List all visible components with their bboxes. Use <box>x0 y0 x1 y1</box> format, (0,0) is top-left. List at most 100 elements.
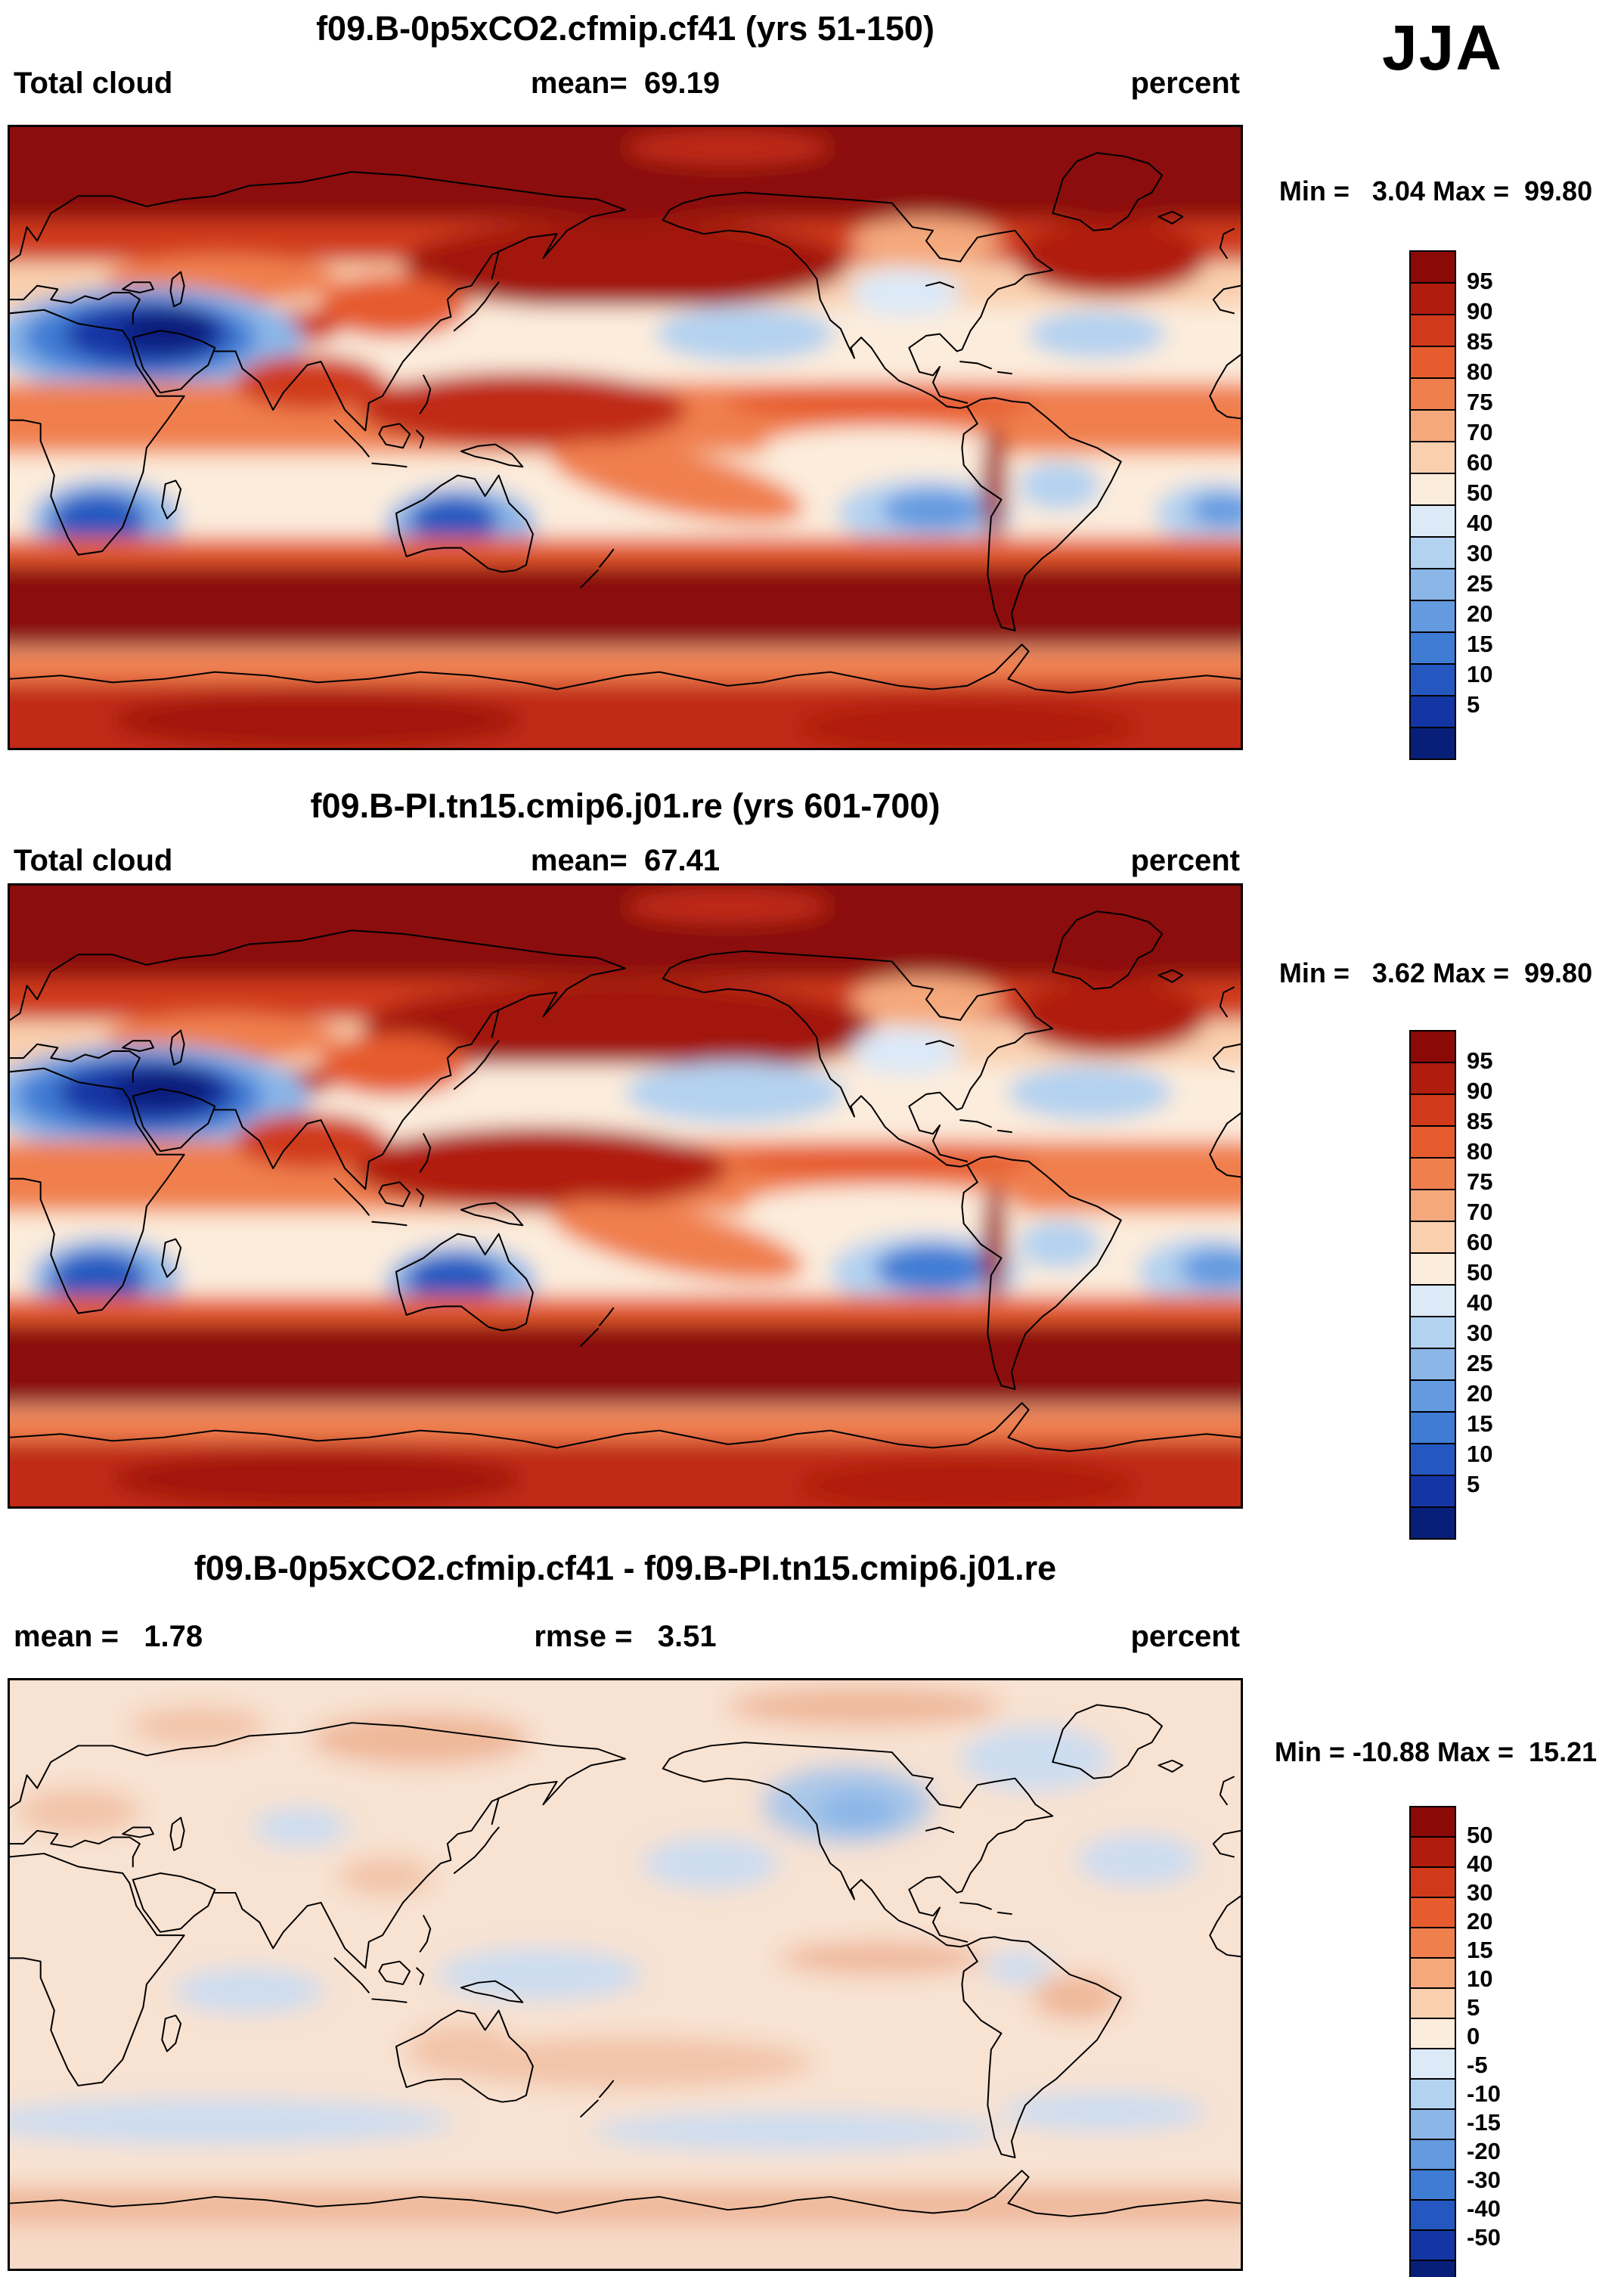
colorbar-segment <box>1411 600 1455 631</box>
colorbar-segment <box>1411 1031 1455 1062</box>
map-case1 <box>8 125 1243 750</box>
colorbar-tick-label: 50 <box>1467 1822 1493 1848</box>
panel1-mean-value: mean= 69.19 <box>530 67 721 100</box>
colorbar-tick-label: -30 <box>1467 2167 1501 2193</box>
map-diff-svg <box>10 1680 1241 2269</box>
colorbar-tick-label: 80 <box>1467 1138 1493 1165</box>
colorbar-segment <box>1411 2199 1455 2229</box>
colorbar-tick-label: 5 <box>1467 691 1480 718</box>
colorbar-tick-label: 75 <box>1467 389 1493 415</box>
colorbar-segment <box>1411 2139 1455 2169</box>
colorbar-segment <box>1411 1284 1455 1316</box>
colorbar-segment <box>1411 473 1455 504</box>
colorbar-tick-label: 10 <box>1467 1441 1493 1467</box>
panel2-stats-row: Total cloud mean= 67.41 percent <box>8 842 1243 880</box>
colorbar-segment <box>1411 1094 1455 1125</box>
colorbar-tick-label: 80 <box>1467 358 1493 385</box>
colorbar-tick-label: -50 <box>1467 2224 1501 2251</box>
colorbar-tick-label: 70 <box>1467 1199 1493 1225</box>
colorbar-tick-label: 10 <box>1467 1965 1493 1992</box>
colorbar-tick-label: 60 <box>1467 1229 1493 1255</box>
colorbar-segment <box>1411 1316 1455 1348</box>
panel2-mean-value: mean= 67.41 <box>530 844 721 877</box>
panel1-minmax: Min = 3.04 Max = 99.80 <box>1278 175 1593 206</box>
colorbar-segment <box>1411 1987 1455 2018</box>
colorbar-segment <box>1411 1897 1455 1927</box>
coastlines-diff <box>10 1704 1241 2217</box>
colorbar-segment <box>1411 1836 1455 1866</box>
colorbar-segment <box>1411 1443 1455 1475</box>
colorbar-segment <box>1411 1062 1455 1094</box>
colorbar-swatches <box>1409 1030 1456 1540</box>
colorbar-segment <box>1411 252 1455 282</box>
colorbar-segment <box>1411 2169 1455 2199</box>
map-case2 <box>8 883 1243 1509</box>
colorbar-segment <box>1411 631 1455 663</box>
panel2-units-label: percent <box>1130 844 1241 877</box>
contour-field-diff <box>10 1680 1241 2269</box>
panel2-title: f09.B-PI.tn15.cmip6.j01.re (yrs 601-700) <box>310 786 941 825</box>
colorbar-tick-label: 60 <box>1467 449 1493 476</box>
panel1-units-label: percent <box>1130 67 1241 100</box>
panel3-minmax: Min = -10.88 Max = 15.21 <box>1274 1736 1598 1767</box>
colorbar-segment <box>1411 1379 1455 1411</box>
panel3-rmse-value: rmse = 3.51 <box>534 1620 717 1653</box>
colorbar-tick-label: -15 <box>1467 2109 1501 2136</box>
colorbar-tick-label: 30 <box>1467 1320 1493 1346</box>
colorbar-segment <box>1411 1252 1455 1284</box>
colorbar-tick-label: 30 <box>1467 1879 1493 1906</box>
panel1-stats-row: Total cloud mean= 69.19 percent <box>8 65 1243 103</box>
panel3-mean-value: mean = 1.78 <box>14 1620 203 1653</box>
panel3-units-label: percent <box>1130 1620 1241 1653</box>
colorbar-tick-label: 70 <box>1467 419 1493 445</box>
panel1-field-label: Total cloud <box>14 67 173 100</box>
colorbar-segment <box>1411 409 1455 441</box>
colorbar-segment <box>1411 282 1455 314</box>
colorbar-tick-label: 0 <box>1467 2023 1480 2049</box>
colorbar-tick-label: 15 <box>1467 1937 1493 1963</box>
colorbar-tick-label: 90 <box>1467 1078 1493 1104</box>
contour-field-case1 <box>10 127 1241 748</box>
season-label: JJA <box>1381 12 1504 83</box>
colorbar-segment <box>1411 695 1455 727</box>
colorbar-tick-label: -40 <box>1467 2195 1501 2222</box>
colorbar-tick-label: 15 <box>1467 631 1493 657</box>
colorbar-segment <box>1411 727 1455 758</box>
colorbar-tick-label: -20 <box>1467 2138 1501 2164</box>
colorbar-segment <box>1411 504 1455 536</box>
colorbar-tick-label: 95 <box>1467 1047 1493 1074</box>
colorbar-segment <box>1411 2260 1455 2277</box>
colorbar-swatches <box>1409 1806 1456 2277</box>
colorbar-segment <box>1411 441 1455 473</box>
colorbar-tick-label: -5 <box>1467 2052 1488 2078</box>
colorbar-segment <box>1411 2078 1455 2108</box>
colorbar-tick-label: 50 <box>1467 479 1493 506</box>
colorbar-tick-label: 75 <box>1467 1168 1493 1195</box>
colorbar-tick-label: 40 <box>1467 1289 1493 1316</box>
colorbar-segment <box>1411 1157 1455 1189</box>
map-case2-svg <box>10 886 1241 1506</box>
colorbar-tick-label: 25 <box>1467 1350 1493 1376</box>
colorbar-diff: 50 40 30 20 15 10 5 0 -5 -10 -15 -20 -30 -40 -50 <box>1409 1806 1576 2277</box>
colorbar-segment <box>1411 1866 1455 1897</box>
colorbar-segment <box>1411 1927 1455 1957</box>
colorbar-segment <box>1411 1189 1455 1221</box>
colorbar-tick-label: 50 <box>1467 1259 1493 1286</box>
contour-field-case2 <box>10 886 1241 1506</box>
colorbar-tick-label: 85 <box>1467 328 1493 355</box>
coastlines-case1 <box>10 152 1241 694</box>
colorbar-tick-label: 40 <box>1467 1850 1493 1877</box>
panel3-stats-row: mean = 1.78 rmse = 3.51 percent <box>8 1618 1243 1656</box>
colorbar-segment <box>1411 1221 1455 1252</box>
colorbar-segment <box>1411 377 1455 409</box>
colorbar-tick-label: 5 <box>1467 1994 1480 2021</box>
panel1-title: f09.B-0p5xCO2.cfmip.cf41 (yrs 51-150) <box>316 9 934 48</box>
colorbar-segment <box>1411 1348 1455 1379</box>
colorbar-segment <box>1411 346 1455 377</box>
colorbar-segment <box>1411 2018 1455 2048</box>
colorbar-segment <box>1411 1957 1455 1987</box>
colorbar-segment <box>1411 2048 1455 2078</box>
colorbar-tick-label: 15 <box>1467 1410 1493 1437</box>
colorbar-tick-label: 30 <box>1467 540 1493 566</box>
colorbar-segment <box>1411 663 1455 695</box>
